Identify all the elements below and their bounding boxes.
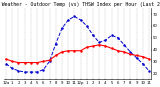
Title: Milwaukee Weather - Outdoor Temp (vs) THSW Index per Hour (Last 24 Hours): Milwaukee Weather - Outdoor Temp (vs) TH… (0, 2, 160, 7)
